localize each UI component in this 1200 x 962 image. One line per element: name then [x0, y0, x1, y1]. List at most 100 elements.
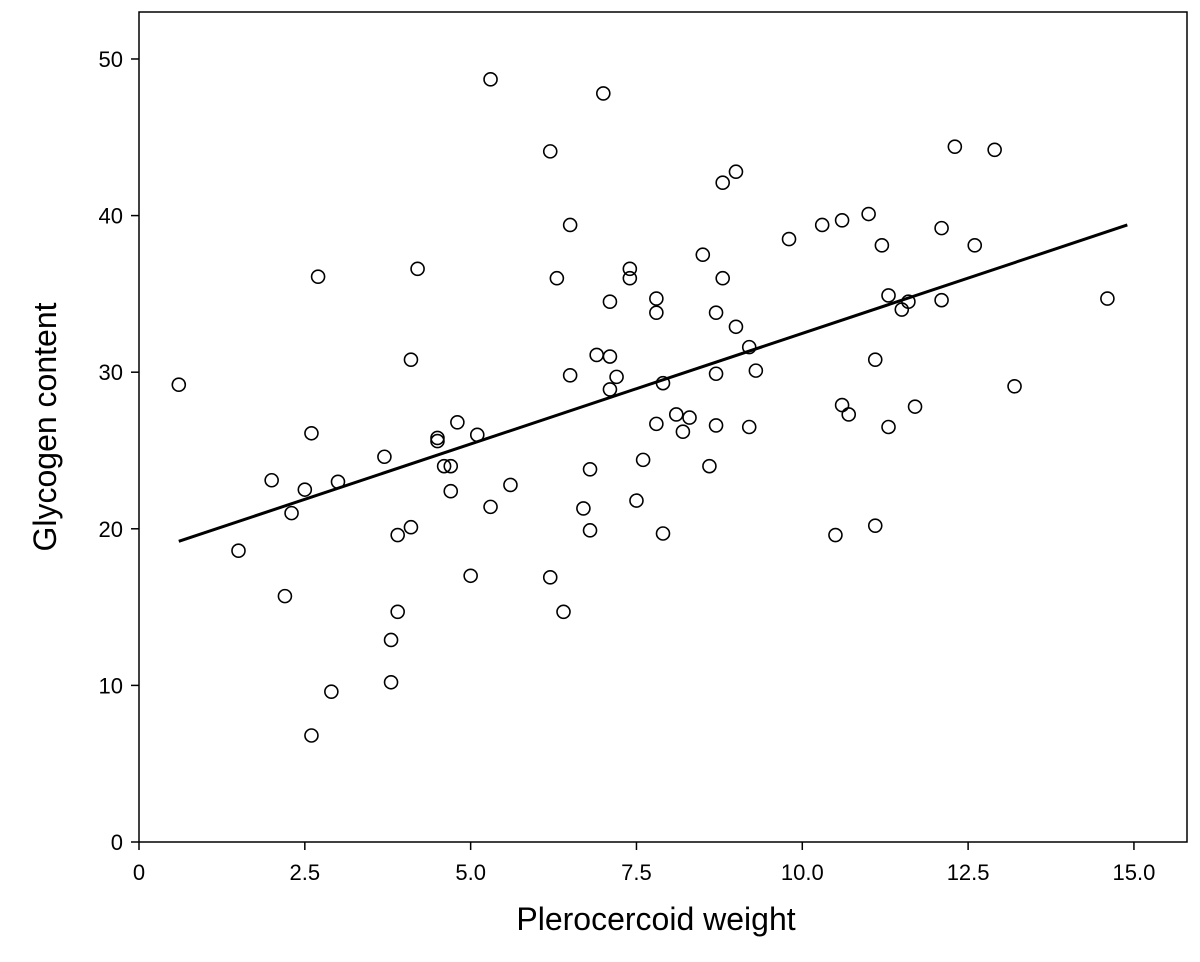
- data-point: [708, 366, 724, 382]
- data-point: [284, 505, 299, 521]
- y-tick-label: 40: [99, 204, 123, 229]
- data-point: [304, 728, 319, 743]
- y-tick-label: 10: [99, 673, 123, 698]
- y-tick-label: 0: [111, 830, 123, 855]
- data-point: [682, 410, 697, 425]
- data-point: [881, 419, 896, 435]
- x-tick-label: 2.5: [290, 860, 321, 885]
- data-point: [828, 527, 843, 543]
- data-point: [708, 418, 724, 433]
- data-point: [668, 407, 684, 422]
- data-point: [622, 270, 638, 286]
- data-point: [463, 568, 478, 584]
- data-point: [741, 419, 757, 435]
- data-point: [649, 291, 664, 306]
- data-point: [602, 294, 618, 310]
- data-point: [582, 461, 598, 477]
- data-point: [1100, 291, 1115, 306]
- data-point: [297, 482, 313, 497]
- y-axis-title: Glycogen content: [27, 302, 63, 551]
- data-point: [967, 238, 983, 253]
- data-point: [609, 369, 624, 385]
- data-point: [649, 416, 664, 432]
- x-axis-title: Plerocercoid weight: [516, 901, 795, 937]
- data-point: [443, 483, 459, 499]
- data-point: [310, 269, 326, 284]
- data-point: [436, 458, 452, 474]
- x-tick-label: 12.5: [947, 860, 990, 885]
- y-tick-label: 30: [99, 360, 123, 385]
- data-point: [430, 430, 445, 446]
- data-point: [403, 519, 419, 535]
- data-point: [708, 305, 724, 320]
- data-point: [901, 294, 916, 310]
- data-point: [576, 501, 591, 516]
- data-point: [841, 407, 857, 422]
- data-point: [483, 499, 498, 515]
- data-point: [861, 206, 876, 222]
- data-point: [324, 684, 339, 699]
- data-point: [277, 588, 293, 604]
- y-tick-label: 20: [99, 517, 123, 542]
- data-points: [171, 72, 1115, 743]
- data-point: [562, 217, 578, 233]
- data-point: [748, 363, 764, 378]
- data-point: [304, 425, 319, 441]
- data-point: [741, 339, 757, 355]
- x-axis: 0 2.5 5.0 7.5 10.0 12.5 15.0: [133, 842, 1155, 885]
- x-tick-label: 7.5: [621, 860, 652, 885]
- data-point: [383, 632, 399, 648]
- data-point: [602, 382, 618, 397]
- data-point: [867, 518, 883, 533]
- data-point: [715, 270, 730, 286]
- data-point: [934, 292, 949, 308]
- data-point: [330, 474, 346, 490]
- data-point: [987, 142, 1002, 158]
- data-point: [171, 377, 187, 393]
- data-point: [947, 139, 963, 154]
- data-point: [410, 261, 425, 277]
- data-point: [390, 604, 405, 620]
- data-point: [834, 212, 850, 228]
- data-point: [881, 288, 896, 303]
- x-tick-label: 15.0: [1113, 860, 1156, 885]
- data-point: [403, 352, 419, 367]
- data-point: [867, 352, 883, 367]
- data-point: [728, 319, 744, 335]
- plot-frame: [138, 11, 1188, 843]
- data-point: [907, 399, 923, 414]
- data-point: [450, 415, 465, 430]
- data-point: [715, 175, 730, 190]
- data-point: [231, 543, 246, 559]
- data-point: [602, 349, 618, 364]
- data-point: [582, 523, 598, 538]
- data-point: [1007, 378, 1022, 394]
- data-point: [542, 144, 558, 159]
- x-tick-label: 0: [133, 860, 145, 885]
- data-point: [383, 674, 399, 690]
- data-point: [542, 570, 558, 585]
- data-point: [503, 477, 518, 493]
- data-point: [781, 231, 797, 247]
- data-point: [596, 86, 611, 101]
- x-tick-label: 10.0: [781, 860, 824, 885]
- data-point: [377, 449, 392, 465]
- data-point: [814, 217, 830, 233]
- data-point: [834, 397, 850, 413]
- data-point: [649, 305, 664, 320]
- data-point: [934, 220, 949, 236]
- data-point: [894, 302, 910, 317]
- data-point: [702, 458, 717, 474]
- fit-line-layer: [178, 223, 1128, 543]
- data-point: [675, 424, 691, 439]
- data-point: [390, 527, 405, 543]
- data-point: [635, 452, 651, 468]
- data-point: [629, 493, 644, 508]
- data-point: [556, 604, 571, 620]
- data-point: [589, 347, 604, 363]
- data-point: [655, 526, 671, 541]
- data-point: [695, 247, 711, 263]
- y-tick-label: 50: [99, 47, 123, 72]
- data-point: [264, 472, 279, 488]
